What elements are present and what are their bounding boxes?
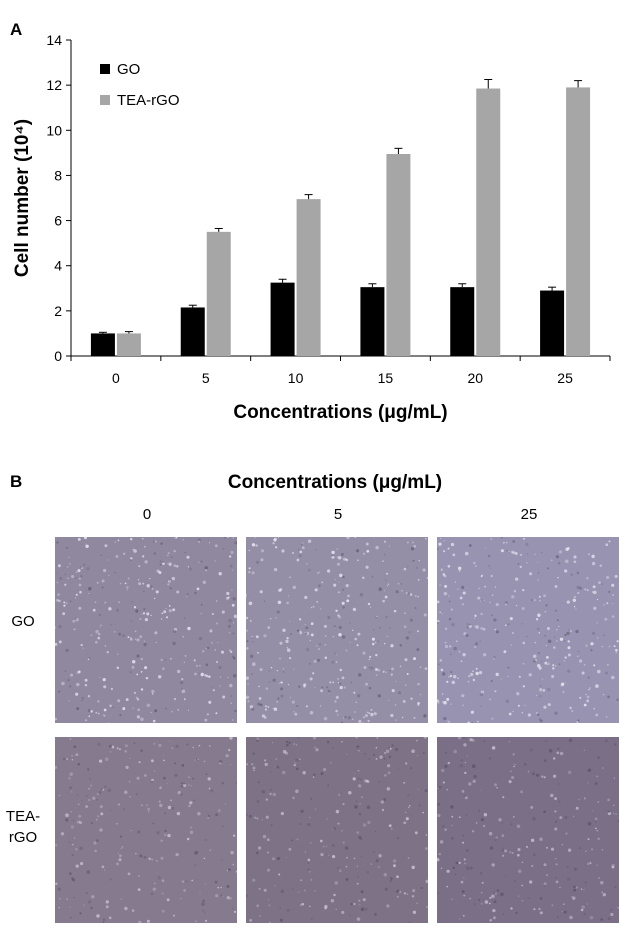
- bar-tea-rgo: [206, 231, 231, 356]
- micrograph-texture: [437, 537, 619, 723]
- x-tick-label: 25: [557, 370, 573, 386]
- bar-go: [450, 287, 475, 356]
- y-axis-title: Cell number (10⁴): [12, 119, 33, 277]
- micrograph-texture: [55, 737, 237, 923]
- bar-tea-rgo: [476, 88, 501, 357]
- bar-tea-rgo: [386, 153, 411, 356]
- legend-label-tea-rgo: TEA-rGO: [117, 92, 180, 109]
- micrograph-texture: [55, 537, 237, 723]
- x-axis-title: Concentrations (μg/mL): [233, 402, 447, 423]
- row-label-go-line: GO: [11, 613, 35, 630]
- micrograph-texture: [437, 737, 619, 923]
- row-label-tea-rgo-line-1: TEA-: [5, 808, 41, 825]
- column-label-0: 0: [142, 506, 152, 523]
- column-label-5: 5: [333, 506, 343, 523]
- micrograph-tea-rgo-25: [437, 737, 619, 923]
- x-tick-label: 15: [378, 370, 394, 386]
- bar-go: [180, 307, 205, 356]
- bar-tea-rgo: [296, 199, 321, 356]
- y-tick-label: 10: [46, 122, 62, 138]
- bar-go: [540, 290, 565, 356]
- y-tick-label: 0: [54, 348, 62, 364]
- y-tick-label: 4: [54, 258, 62, 274]
- legend-swatch-go: [100, 64, 110, 74]
- row-label-tea-rgo-line-2: rGO: [8, 829, 38, 846]
- y-tick-label: 2: [54, 303, 62, 319]
- y-tick-label: 6: [54, 213, 62, 229]
- column-label-25: 25: [520, 506, 538, 523]
- panel-b-label: B: [10, 472, 23, 491]
- micrograph-go-0: [55, 537, 237, 723]
- micrograph-go-25: [437, 537, 619, 723]
- legend-label-go: GO: [117, 61, 140, 78]
- bar-go: [270, 282, 295, 356]
- panel-a-label: A: [10, 20, 23, 39]
- bar-tea-rgo: [116, 333, 141, 356]
- x-tick-label: 10: [288, 370, 304, 386]
- x-tick-label: 20: [467, 370, 483, 386]
- x-tick-label: 5: [202, 370, 210, 386]
- y-tick-label: 14: [46, 32, 62, 48]
- micrograph-tea-rgo-0: [55, 737, 237, 923]
- micrograph-texture: [246, 537, 428, 723]
- row-label-go: GO: [0, 611, 46, 632]
- row-label-tea-rgo: TEA- rGO: [0, 806, 46, 848]
- panel-b-title: Concentrations (μg/mL): [227, 472, 443, 493]
- bar-go: [90, 333, 115, 356]
- y-tick-label: 12: [46, 77, 62, 93]
- micrograph-texture: [246, 737, 428, 923]
- bar-go: [360, 287, 385, 356]
- bar-tea-rgo: [566, 87, 591, 357]
- micrograph-tea-rgo-5: [246, 737, 428, 923]
- bar-chart: 0 2 4 6 8 10 12 14 0 5 10 15 20 25 GO TEA-rGO Concentrat…: [12, 32, 611, 423]
- x-tick-label: 0: [112, 370, 120, 386]
- legend-swatch-tea-rgo: [100, 95, 110, 105]
- y-tick-label: 8: [54, 167, 62, 183]
- micrograph-go-5: [246, 537, 428, 723]
